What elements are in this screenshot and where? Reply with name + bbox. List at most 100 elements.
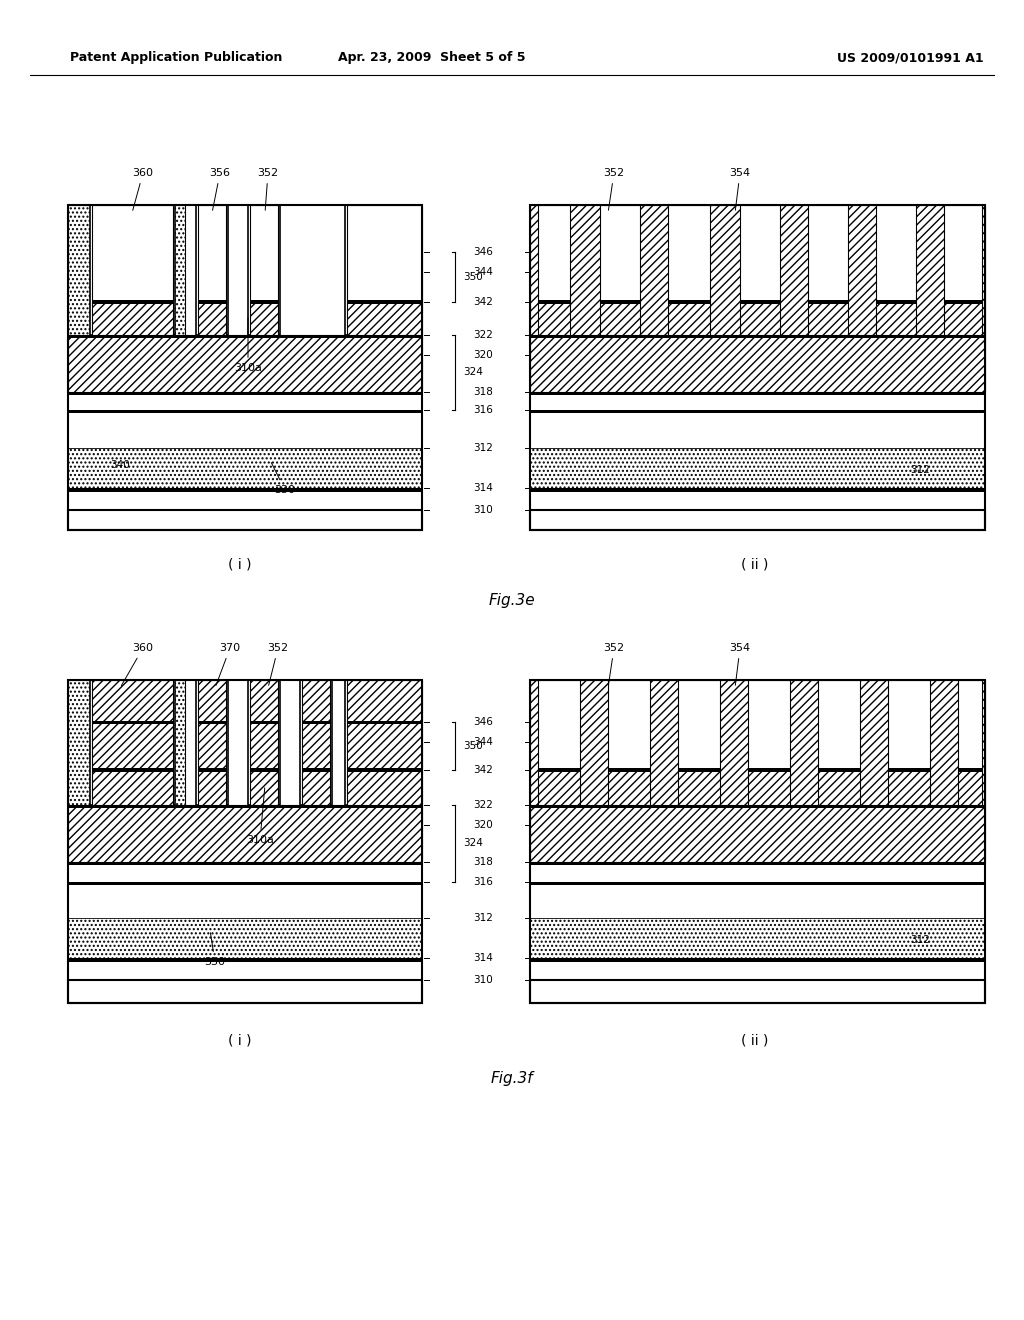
Bar (600, 205, 640, 302)
Bar (68, 882, 422, 884)
Bar (347, 205, 422, 302)
Bar (600, 300, 640, 304)
Bar (944, 300, 982, 304)
Text: 310a: 310a (234, 318, 262, 374)
Bar (888, 680, 930, 770)
Bar (92, 768, 173, 772)
Bar (958, 680, 982, 770)
Text: 354: 354 (729, 643, 751, 685)
Bar (668, 300, 710, 304)
Bar (68, 392, 422, 395)
Text: 354: 354 (729, 168, 751, 210)
Text: 342: 342 (473, 766, 493, 775)
Bar (748, 768, 790, 772)
Bar (538, 680, 580, 770)
Bar (530, 205, 985, 335)
Bar (740, 300, 780, 304)
Bar (68, 862, 422, 865)
Text: 324: 324 (463, 838, 483, 847)
Bar (198, 721, 226, 723)
Text: 370: 370 (216, 643, 241, 685)
Text: 318: 318 (473, 387, 493, 397)
Bar (808, 302, 848, 335)
Text: 322: 322 (473, 800, 493, 810)
Bar (302, 721, 330, 723)
Bar (530, 805, 985, 808)
Bar (68, 205, 422, 531)
Bar (608, 770, 650, 805)
Text: 340: 340 (111, 459, 130, 470)
Bar (68, 680, 422, 1003)
Bar (345, 205, 422, 335)
Text: 320: 320 (473, 820, 493, 830)
Bar (678, 768, 720, 772)
Bar (347, 721, 422, 723)
Text: 312: 312 (473, 913, 493, 923)
Text: 316: 316 (473, 405, 493, 414)
Bar (876, 300, 916, 304)
Text: 344: 344 (473, 737, 493, 747)
Text: 314: 314 (473, 953, 493, 964)
Text: 312: 312 (910, 465, 930, 475)
Text: 330: 330 (205, 933, 225, 968)
Bar (250, 300, 278, 304)
Bar (198, 302, 226, 335)
Bar (90, 205, 175, 335)
Text: 352: 352 (603, 643, 625, 685)
Text: ( i ): ( i ) (228, 558, 252, 572)
Text: 346: 346 (473, 717, 493, 727)
Bar (958, 770, 982, 805)
Bar (92, 205, 173, 302)
Bar (250, 302, 278, 335)
Bar (818, 768, 860, 772)
Bar (250, 205, 278, 302)
Text: 360: 360 (122, 643, 154, 685)
Text: ( ii ): ( ii ) (741, 558, 769, 572)
Bar (198, 205, 226, 302)
Bar (600, 302, 640, 335)
Bar (347, 302, 422, 335)
Text: Fig.3f: Fig.3f (490, 1071, 534, 1085)
Bar (68, 958, 422, 962)
Bar (250, 721, 278, 723)
Bar (538, 302, 570, 335)
Bar (68, 805, 422, 862)
Bar (196, 205, 228, 335)
Text: 312: 312 (910, 935, 930, 945)
Bar (740, 302, 780, 335)
Bar (530, 680, 985, 1003)
Bar (347, 300, 422, 304)
Bar (808, 205, 848, 302)
Bar (68, 862, 422, 882)
Text: Fig.3e: Fig.3e (488, 593, 536, 607)
Bar (250, 680, 278, 805)
Bar (530, 862, 985, 882)
Text: 322: 322 (473, 330, 493, 341)
Bar (248, 680, 280, 805)
Bar (68, 805, 422, 808)
Text: 314: 314 (473, 483, 493, 492)
Bar (876, 205, 916, 302)
Text: ( ii ): ( ii ) (741, 1034, 769, 1047)
Text: 360: 360 (132, 168, 154, 210)
Bar (530, 392, 985, 411)
Text: Apr. 23, 2009  Sheet 5 of 5: Apr. 23, 2009 Sheet 5 of 5 (338, 51, 525, 65)
Bar (196, 680, 228, 805)
Bar (198, 680, 226, 805)
Bar (68, 447, 422, 488)
Bar (608, 680, 650, 770)
Text: 352: 352 (267, 643, 289, 685)
Bar (530, 205, 985, 531)
Text: 350: 350 (463, 272, 483, 282)
Bar (530, 805, 985, 862)
Bar (530, 979, 985, 1003)
Bar (248, 205, 280, 335)
Bar (68, 205, 185, 335)
Bar (530, 335, 985, 392)
Bar (678, 680, 720, 770)
Bar (198, 768, 226, 772)
Bar (818, 680, 860, 770)
Bar (530, 411, 985, 413)
Text: 316: 316 (473, 876, 493, 887)
Text: 330: 330 (271, 462, 296, 495)
